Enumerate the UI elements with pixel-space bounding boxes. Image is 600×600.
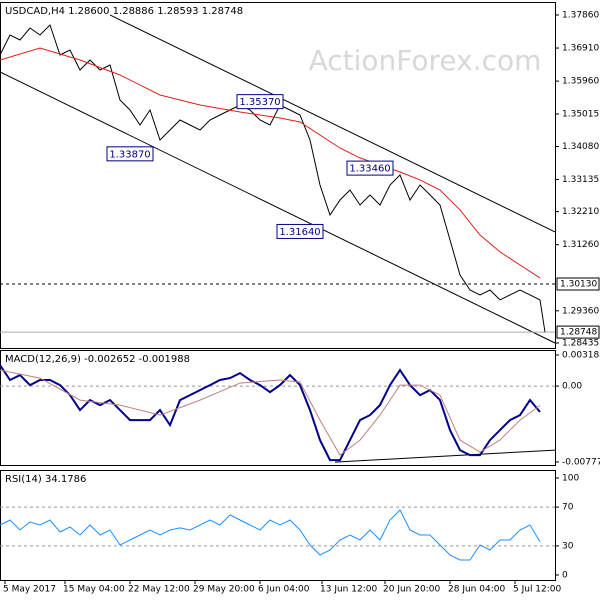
series-line	[0, 47, 541, 279]
panel-title: MACD(12,26,9) -0.002652 -0.001988	[5, 354, 190, 365]
annotation-label: 1.33460	[349, 164, 390, 175]
annotation-box	[236, 94, 284, 110]
annotation-box	[276, 223, 324, 239]
y-tick-label: 30	[562, 541, 574, 551]
series-line	[0, 24, 546, 333]
panel-title: USDCAD,H4 1.28600 1.28886 1.28593 1.2874…	[5, 6, 243, 17]
y-tick-label: 1.29360	[562, 306, 599, 316]
x-tick-label: 5 May 2017	[3, 585, 56, 595]
annotation-box	[346, 160, 394, 176]
trendline	[109, 14, 556, 233]
x-tick-label: 15 May 04:00	[63, 585, 125, 595]
x-tick-label: 5 Jul 12:00	[513, 585, 562, 595]
y-tick-label: 1.32210	[562, 207, 599, 217]
annotation-label: 1.33870	[109, 149, 150, 160]
annotation-box	[106, 146, 154, 162]
y-tick-label: 0.003188	[562, 350, 600, 360]
price-label: 1.30130	[560, 279, 597, 289]
y-tick-label: 1.33135	[562, 175, 599, 185]
trendline	[334, 449, 556, 463]
series-line	[0, 364, 541, 462]
y-tick-label: 1.31260	[562, 240, 599, 250]
x-tick-label: 6 Jun 04:00	[258, 585, 310, 595]
x-tick-label: 22 May 12:00	[128, 585, 190, 595]
x-tick-label: 28 Jun 04:00	[448, 585, 505, 595]
y-tick-label: 1.37860	[562, 10, 599, 20]
panel-border	[0, 2, 556, 349]
x-tick-label: 13 Jun 12:00	[320, 585, 377, 595]
panel-title: RSI(14) 34.1786	[5, 474, 86, 485]
x-tick-label: 20 Jun 20:00	[383, 585, 440, 595]
y-tick-label: 100	[562, 473, 579, 483]
price-label-box	[556, 325, 600, 339]
y-tick-label: 1.34080	[562, 142, 599, 152]
annotation-label: 1.35370	[239, 97, 280, 108]
y-tick-label: 1.36910	[562, 44, 599, 54]
y-tick-label: 0	[562, 571, 568, 581]
series-line	[0, 509, 541, 561]
y-tick-label: 1.28435	[562, 338, 599, 348]
panel-border	[0, 470, 556, 581]
y-tick-label: 1.35960	[562, 77, 599, 87]
y-tick-label: 0.00	[562, 382, 582, 392]
price-label-box	[556, 277, 600, 291]
price-label: 1.28748	[560, 328, 597, 338]
annotation-label: 1.31640	[279, 227, 320, 238]
y-tick-label: 1.35015	[562, 109, 599, 119]
series-line	[0, 369, 541, 456]
y-tick-label: 70	[562, 503, 574, 513]
panel-border	[0, 350, 556, 466]
y-tick-label: -0.007776	[562, 457, 600, 467]
trendline	[0, 71, 556, 344]
x-tick-label: 29 May 20:00	[193, 585, 255, 595]
watermark: ActionForex.com	[309, 44, 542, 77]
